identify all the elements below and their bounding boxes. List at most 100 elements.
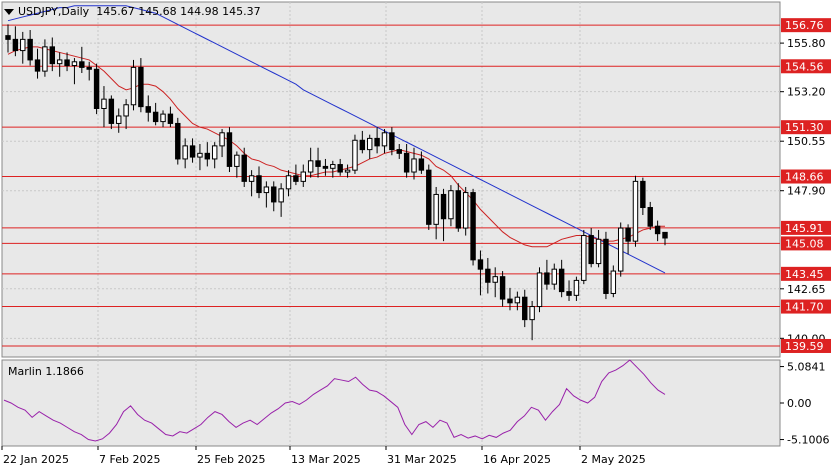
level-label-bg — [781, 169, 831, 184]
candle-body — [581, 235, 587, 281]
candle-body — [625, 227, 631, 242]
candle-body — [271, 186, 277, 203]
candle — [182, 138, 188, 169]
oscillator-panel — [1, 359, 781, 447]
candle-body — [470, 192, 476, 261]
candle-body — [307, 160, 314, 173]
level-label-bg — [781, 266, 831, 281]
level-label: 141.70 — [785, 301, 824, 314]
candle-body — [507, 298, 513, 304]
candle — [433, 186, 439, 240]
candle-body — [396, 149, 402, 154]
candle-body — [64, 59, 70, 67]
level-label: 145.08 — [785, 237, 824, 250]
candle — [27, 30, 33, 66]
candle-body — [352, 139, 358, 171]
ma-fast-line — [7, 46, 665, 248]
candle — [499, 271, 506, 307]
candle-body — [536, 272, 543, 308]
candle-body — [522, 296, 528, 321]
candle-body — [551, 268, 557, 285]
candle — [455, 183, 462, 232]
candle-body — [278, 188, 284, 203]
candle — [219, 129, 225, 158]
candle — [20, 31, 26, 64]
candle — [93, 63, 100, 115]
candle-body — [367, 137, 373, 151]
candle — [418, 151, 425, 174]
level-label: 148.66 — [785, 171, 824, 184]
candle — [211, 142, 218, 169]
candle-body — [211, 145, 218, 160]
candle — [462, 186, 469, 236]
candle-body — [79, 61, 85, 68]
candle — [64, 52, 70, 72]
candle — [344, 164, 351, 178]
candle — [271, 181, 277, 212]
y-tick-label: 155.80 — [787, 37, 826, 50]
candle — [322, 158, 329, 176]
candle — [544, 259, 550, 290]
candle — [514, 291, 521, 311]
candle — [507, 287, 513, 311]
oscillator-line — [3, 359, 666, 442]
candle — [558, 259, 565, 298]
level-label-bg — [781, 338, 831, 353]
candle — [130, 59, 137, 111]
candle — [337, 158, 343, 176]
candle-body — [359, 139, 366, 151]
candle — [632, 175, 639, 247]
level-label: 156.76 — [785, 19, 824, 32]
candle-body — [662, 231, 668, 239]
candle — [12, 26, 19, 57]
price-panel — [1, 1, 781, 358]
candle — [617, 222, 624, 277]
candle-body — [403, 152, 410, 173]
candle — [352, 134, 358, 174]
collapse-triangle-icon[interactable] — [4, 9, 14, 15]
candle-body — [374, 137, 380, 147]
candle-body — [566, 291, 572, 296]
candle — [647, 201, 653, 230]
candle — [79, 46, 85, 73]
candle — [197, 144, 203, 171]
level-label: 139.59 — [785, 340, 824, 353]
candle — [108, 95, 115, 130]
candle — [367, 134, 373, 159]
candle-body — [617, 227, 624, 272]
candle — [86, 61, 92, 81]
candle — [175, 117, 181, 165]
candle-body — [56, 59, 63, 65]
candle-body — [426, 169, 432, 225]
candle — [610, 265, 617, 298]
candle-body — [640, 180, 646, 209]
candle — [470, 188, 476, 266]
candle — [160, 110, 166, 128]
candle-body — [130, 66, 137, 106]
candle — [381, 129, 388, 154]
candle — [581, 229, 587, 285]
symbol-header: USDJPY,Daily 145.67 145.68 144.98 145.37 — [4, 5, 261, 18]
candle — [248, 170, 255, 197]
candle — [588, 228, 594, 268]
candle-body — [189, 145, 196, 158]
candle-body — [344, 169, 351, 173]
candle-body — [145, 106, 151, 113]
candle-body — [485, 268, 491, 283]
candle — [448, 185, 454, 227]
x-tick-label: 2 May 2025 — [581, 453, 646, 466]
candle-body — [654, 225, 661, 235]
candle-body — [226, 132, 233, 167]
candle — [536, 267, 543, 313]
candle — [330, 160, 336, 178]
candle — [359, 130, 366, 154]
ma-slow-line — [7, 5, 666, 274]
candle — [307, 147, 314, 178]
candle — [662, 231, 668, 246]
x-tick-label: 31 Mar 2025 — [387, 453, 457, 466]
x-tick-label: 22 Jan 2025 — [3, 453, 69, 466]
candle — [389, 127, 395, 156]
candle-body — [42, 46, 48, 72]
x-tick-label: 13 Mar 2025 — [291, 453, 361, 466]
candle-body — [337, 164, 343, 173]
